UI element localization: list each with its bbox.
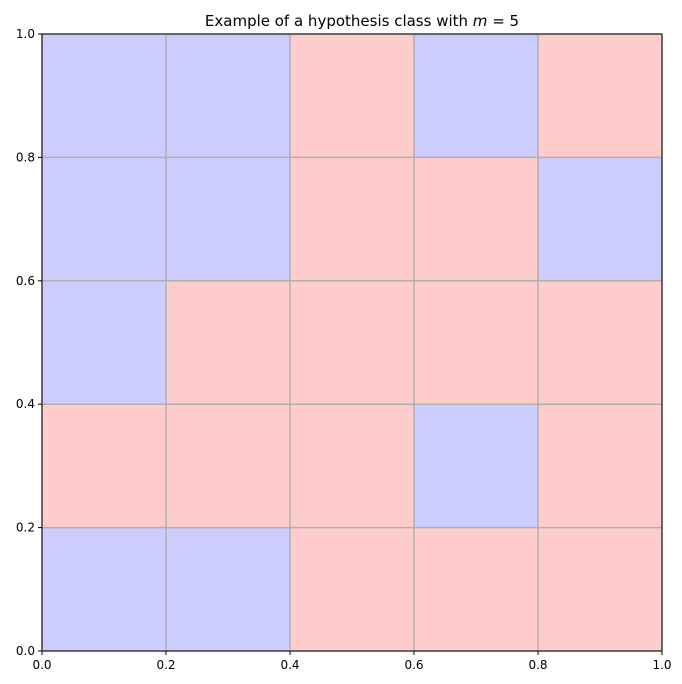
- cell-red-r3-c4: [538, 404, 662, 528]
- x-tick-label: 1.0: [652, 658, 671, 672]
- chart-title: Example of a hypothesis class with m = 5: [205, 12, 519, 30]
- x-tick-label: 0.8: [528, 658, 547, 672]
- x-tick-label: 0.4: [280, 658, 299, 672]
- y-tick-label: 0.8: [16, 150, 35, 164]
- cell-red-r2-c3: [414, 280, 538, 405]
- y-tick-label: 0.6: [16, 274, 35, 288]
- y-tick-label: 0.0: [16, 644, 35, 658]
- y-tick-label: 0.2: [16, 521, 35, 535]
- cell-red-r1-c2: [290, 157, 414, 281]
- cell-blue-r3-c3: [414, 404, 538, 528]
- cell-blue-r1-c4: [538, 157, 662, 281]
- ticks-layer: 0.0 0.2 0.4 0.6 0.8 1.0 0.0 0.2 0.4 0.6 0.8 1.0: [16, 27, 672, 672]
- cell-red-r3-c0: [42, 404, 166, 528]
- cell-blue-r1-c1: [166, 157, 290, 281]
- cell-red-r2-c2: [290, 280, 414, 405]
- cell-blue-r2-c0: [42, 280, 166, 405]
- cell-red-r3-c2: [290, 404, 414, 528]
- x-tick-label: 0.2: [156, 658, 175, 672]
- cell-red-r0-c4: [538, 34, 662, 158]
- cell-red-r0-c2: [290, 34, 414, 158]
- cell-blue-r4-c1: [166, 527, 290, 651]
- cell-red-r4-c2: [290, 527, 414, 651]
- cell-red-r1-c3: [414, 157, 538, 281]
- cell-red-r2-c4: [538, 280, 662, 405]
- cell-red-r2-c1: [166, 280, 290, 405]
- cells-layer: [42, 34, 662, 651]
- cell-red-r3-c1: [166, 404, 290, 528]
- cell-red-r4-c4: [538, 527, 662, 651]
- x-tick-label: 0.0: [32, 658, 51, 672]
- cell-blue-r0-c3: [414, 34, 538, 158]
- cell-blue-r4-c0: [42, 527, 166, 651]
- cell-red-r4-c3: [414, 527, 538, 651]
- cell-blue-r1-c0: [42, 157, 166, 281]
- cell-blue-r0-c1: [166, 34, 290, 158]
- y-tick-label: 1.0: [16, 27, 35, 41]
- y-tick-label: 0.4: [16, 397, 35, 411]
- x-tick-label: 0.6: [404, 658, 423, 672]
- plot-frame: [41, 33, 663, 652]
- cell-blue-r0-c0: [42, 34, 166, 158]
